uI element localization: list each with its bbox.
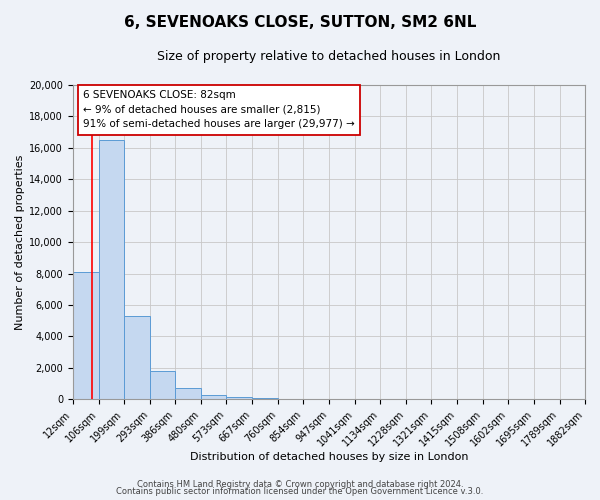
Text: Contains HM Land Registry data © Crown copyright and database right 2024.: Contains HM Land Registry data © Crown c… [137, 480, 463, 489]
Bar [252, 398, 278, 400]
X-axis label: Distribution of detached houses by size in London: Distribution of detached houses by size … [190, 452, 468, 462]
Title: Size of property relative to detached houses in London: Size of property relative to detached ho… [157, 50, 500, 63]
Bar [278, 398, 304, 400]
Bar [175, 388, 201, 400]
Bar [201, 394, 226, 400]
Bar [226, 397, 252, 400]
Bar [124, 316, 150, 400]
Y-axis label: Number of detached properties: Number of detached properties [15, 154, 25, 330]
Text: 6 SEVENOAKS CLOSE: 82sqm
← 9% of detached houses are smaller (2,815)
91% of semi: 6 SEVENOAKS CLOSE: 82sqm ← 9% of detache… [83, 90, 355, 130]
Bar [150, 371, 175, 400]
Bar [98, 140, 124, 400]
Text: 6, SEVENOAKS CLOSE, SUTTON, SM2 6NL: 6, SEVENOAKS CLOSE, SUTTON, SM2 6NL [124, 15, 476, 30]
Bar [73, 272, 98, 400]
Text: Contains public sector information licensed under the Open Government Licence v.: Contains public sector information licen… [116, 487, 484, 496]
